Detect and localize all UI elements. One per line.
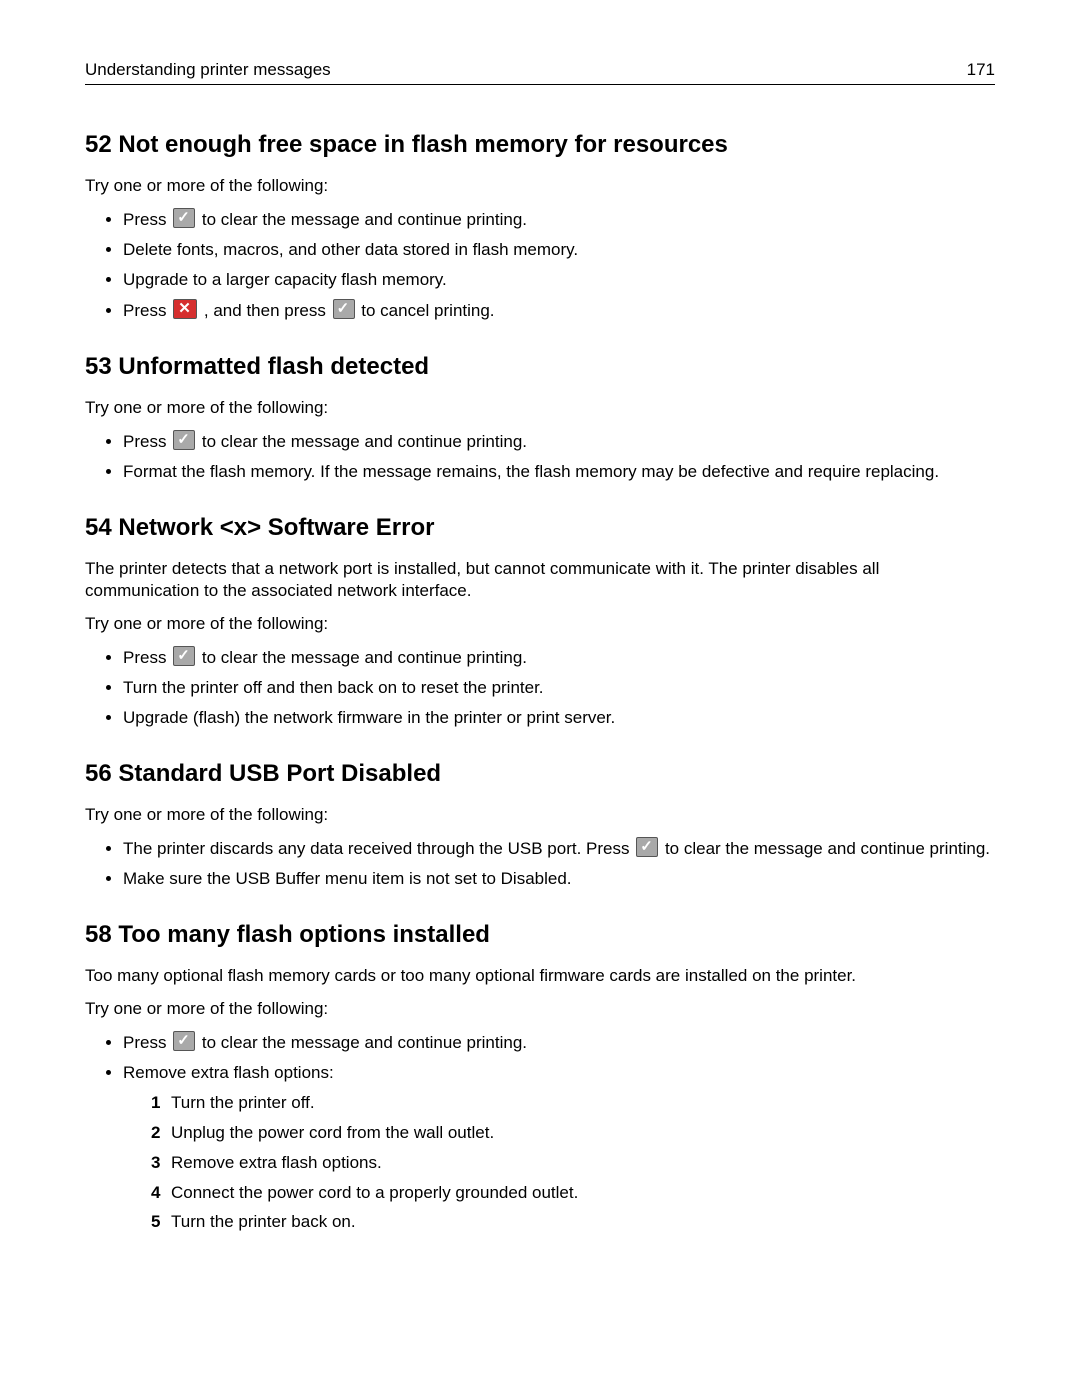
- intro-text: Try one or more of the following:: [85, 397, 995, 420]
- step-item: Turn the printer off.: [153, 1092, 995, 1115]
- bullet-list-52: Press to clear the message and continue …: [85, 208, 995, 323]
- text-fragment: Press: [123, 210, 171, 229]
- list-item: Remove extra flash options: Turn the pri…: [123, 1062, 995, 1235]
- page-number: 171: [967, 60, 995, 80]
- header-title: Understanding printer messages: [85, 60, 331, 80]
- check-icon: [636, 837, 658, 857]
- section-heading-52: 52 Not enough free space in flash memory…: [85, 131, 995, 159]
- text-fragment: to clear the message and continue printi…: [660, 839, 990, 858]
- step-item: Remove extra flash options.: [153, 1152, 995, 1175]
- section-heading-53: 53 Unformatted flash detected: [85, 353, 995, 381]
- numbered-steps: Turn the printer off. Unplug the power c…: [123, 1092, 995, 1235]
- page-header: Understanding printer messages 171: [85, 60, 995, 85]
- step-item: Unplug the power cord from the wall outl…: [153, 1122, 995, 1145]
- intro-text: Try one or more of the following:: [85, 613, 995, 636]
- section-heading-58: 58 Too many flash options installed: [85, 921, 995, 949]
- list-item: Delete fonts, macros, and other data sto…: [123, 239, 995, 262]
- text-fragment: to clear the message and continue printi…: [197, 210, 527, 229]
- list-item: Make sure the USB Buffer menu item is no…: [123, 868, 995, 891]
- section-heading-56: 56 Standard USB Port Disabled: [85, 760, 995, 788]
- list-item: Press to clear the message and continue …: [123, 1031, 995, 1055]
- text-fragment: Remove extra flash options:: [123, 1063, 334, 1082]
- list-item: Format the flash memory. If the message …: [123, 461, 995, 484]
- list-item: Press to clear the message and continue …: [123, 646, 995, 670]
- bullet-list-56: The printer discards any data received t…: [85, 837, 995, 891]
- check-icon: [173, 430, 195, 450]
- intro-text: Try one or more of the following:: [85, 175, 995, 198]
- text-fragment: Press: [123, 1033, 171, 1052]
- intro-text: Try one or more of the following:: [85, 804, 995, 827]
- bullet-list-58: Press to clear the message and continue …: [85, 1031, 995, 1235]
- list-item: Turn the printer off and then back on to…: [123, 677, 995, 700]
- list-item: The printer discards any data received t…: [123, 837, 995, 861]
- text-fragment: The printer discards any data received t…: [123, 839, 634, 858]
- text-fragment: to clear the message and continue printi…: [197, 432, 527, 451]
- text-fragment: Press: [123, 432, 171, 451]
- body-text: Too many optional flash memory cards or …: [85, 965, 995, 988]
- bullet-list-54: Press to clear the message and continue …: [85, 646, 995, 730]
- text-fragment: to cancel printing.: [357, 301, 495, 320]
- check-icon: [173, 208, 195, 228]
- section-heading-54: 54 Network <x> Software Error: [85, 514, 995, 542]
- text-fragment: Press: [123, 301, 171, 320]
- text-fragment: Press: [123, 648, 171, 667]
- body-text: The printer detects that a network port …: [85, 558, 995, 604]
- list-item: Press to clear the message and continue …: [123, 430, 995, 454]
- step-item: Connect the power cord to a properly gro…: [153, 1182, 995, 1205]
- list-item: Upgrade (flash) the network firmware in …: [123, 707, 995, 730]
- intro-text: Try one or more of the following:: [85, 998, 995, 1021]
- list-item: Press to clear the message and continue …: [123, 208, 995, 232]
- document-page: Understanding printer messages 171 52 No…: [0, 0, 1080, 1312]
- list-item: Press , and then press to cancel printin…: [123, 299, 995, 323]
- bullet-list-53: Press to clear the message and continue …: [85, 430, 995, 484]
- step-item: Turn the printer back on.: [153, 1211, 995, 1234]
- text-fragment: to clear the message and continue printi…: [197, 648, 527, 667]
- check-icon: [173, 646, 195, 666]
- check-icon: [173, 1031, 195, 1051]
- text-fragment: , and then press: [199, 301, 330, 320]
- check-icon: [333, 299, 355, 319]
- x-icon: [173, 299, 197, 319]
- list-item: Upgrade to a larger capacity flash memor…: [123, 269, 995, 292]
- text-fragment: to clear the message and continue printi…: [197, 1033, 527, 1052]
